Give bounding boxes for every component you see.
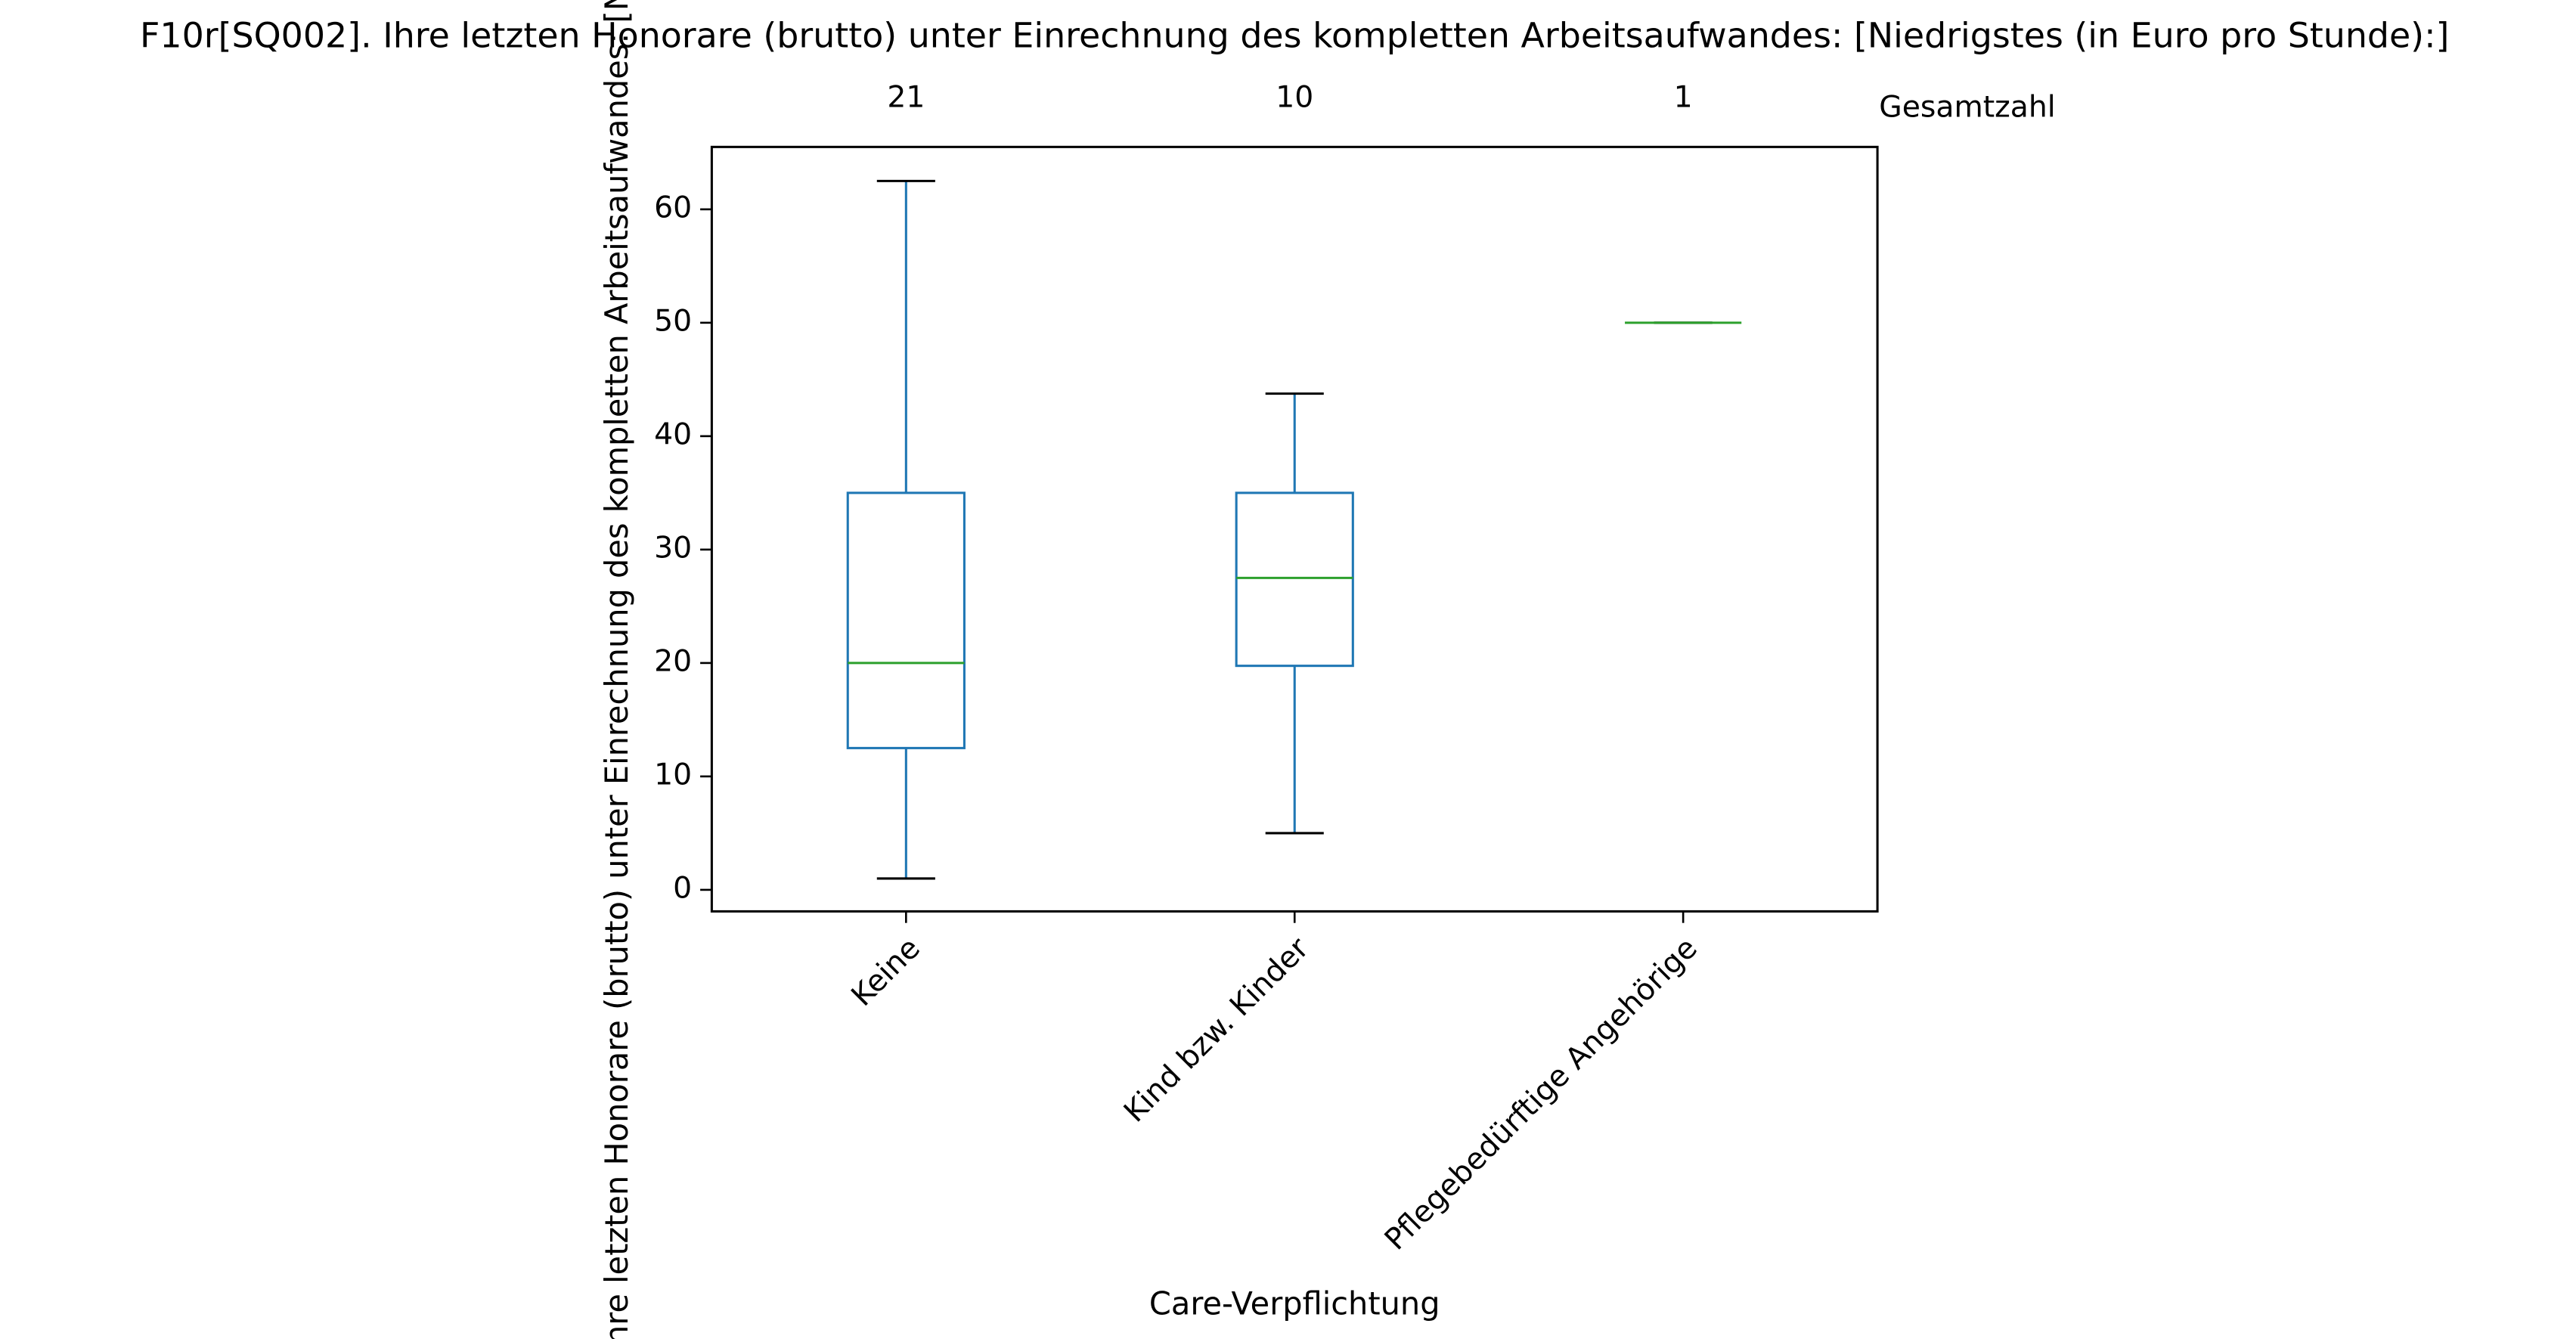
count-label: 1 bbox=[1674, 81, 1693, 115]
y-tick-label: 60 bbox=[654, 191, 692, 225]
counts-label: Gesamtzahl bbox=[1879, 91, 2055, 125]
x-tick-label: Keine bbox=[845, 931, 927, 1013]
y-tick-label: 10 bbox=[654, 758, 692, 792]
x-axis-label: Care-Verpflichtung bbox=[1149, 1285, 1440, 1322]
box bbox=[1235, 491, 1354, 668]
y-tick-label: 0 bbox=[673, 871, 692, 905]
y-tick-label: 50 bbox=[654, 304, 692, 338]
y-tick-label: 40 bbox=[654, 417, 692, 451]
y-axis-label: F10r[SQ002]. Ihre letzten Honorare (brut… bbox=[598, 0, 635, 1339]
box bbox=[846, 491, 966, 749]
count-label: 10 bbox=[1276, 81, 1313, 115]
chart-title: F10r[SQ002]. Ihre letzten Honorare (brut… bbox=[140, 15, 2449, 56]
y-tick-label: 20 bbox=[654, 644, 692, 678]
x-tick-label: Kind bzw. Kinder bbox=[1118, 931, 1316, 1129]
x-tick-label: Pflegebedürftige Angehörige bbox=[1378, 931, 1704, 1257]
count-label: 21 bbox=[887, 81, 925, 115]
y-tick-label: 30 bbox=[654, 531, 692, 565]
